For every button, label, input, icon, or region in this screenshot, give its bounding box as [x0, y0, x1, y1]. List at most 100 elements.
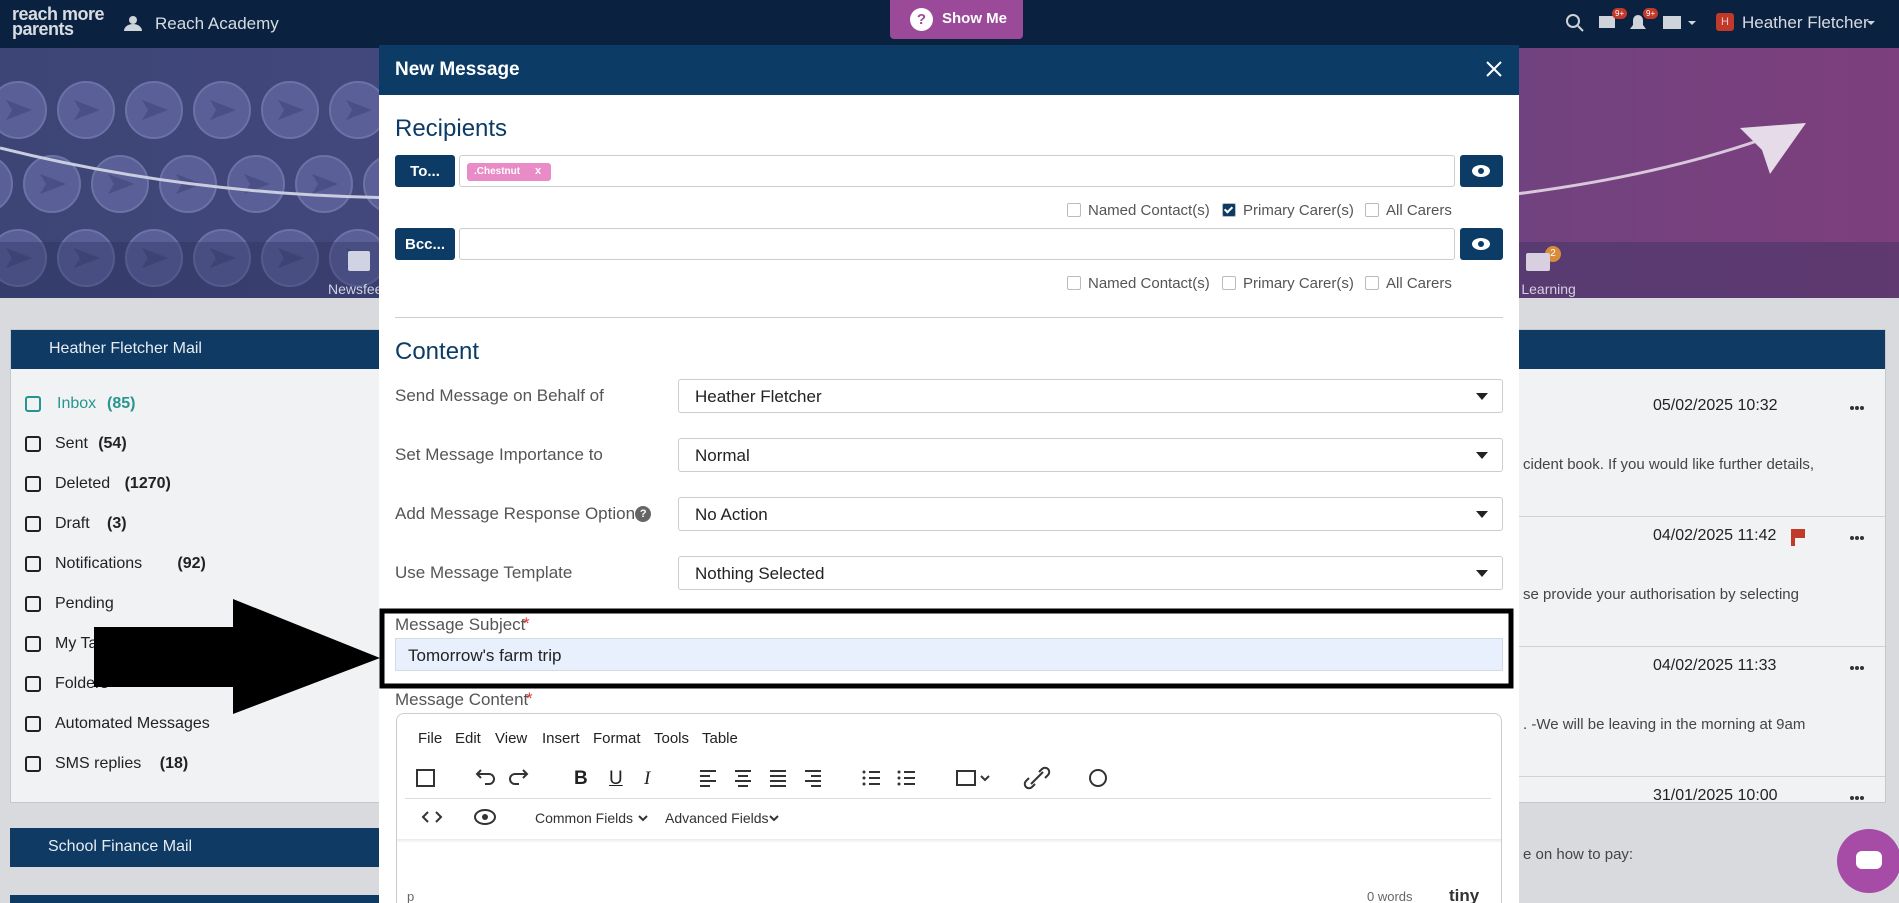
- row-separator: [1501, 776, 1885, 777]
- editor-menu-item[interactable]: View: [495, 730, 528, 747]
- pattern-arrow: [312, 174, 338, 194]
- editor-menu-item[interactable]: Format: [593, 730, 641, 747]
- pattern-arrow: [210, 248, 236, 268]
- message-date[interactable]: 04/02/2025 11:33: [1653, 657, 1777, 674]
- mailbox-item[interactable]: Sent: [55, 435, 88, 452]
- preview-button[interactable]: [1460, 228, 1503, 260]
- message-snippet[interactable]: cident book. If you would like further d…: [1523, 456, 1814, 473]
- mailbox-item[interactable]: Folders: [55, 675, 109, 692]
- editor-menu-item[interactable]: Edit: [455, 730, 481, 747]
- select-caret: [1476, 393, 1488, 400]
- editor-dropdown[interactable]: Advanced Fields: [665, 810, 769, 826]
- preview-button[interactable]: [1460, 155, 1503, 187]
- recipient-button-label: Bcc...: [404, 236, 446, 253]
- editor-menu-item[interactable]: Insert: [542, 730, 580, 747]
- modal-header: [379, 45, 1519, 95]
- checkbox[interactable]: [1222, 203, 1236, 217]
- select-value: Heather Fletcher: [695, 387, 822, 406]
- modal: New Message Recipients To... .Chestnut x Name…: [379, 45, 1519, 903]
- checkbox[interactable]: [1365, 203, 1379, 217]
- editor-menu-item[interactable]: File: [418, 730, 443, 747]
- checkbox[interactable]: [1067, 276, 1081, 290]
- message-flag: [1794, 529, 1805, 538]
- message-date[interactable]: 31/01/2025 10:00: [1653, 787, 1778, 804]
- select-caret: [1476, 511, 1488, 518]
- mailbox-item[interactable]: My Tags: [55, 635, 115, 652]
- more-dot: [1855, 666, 1859, 670]
- subject-input[interactable]: Tomorrow's farm trip: [395, 638, 1503, 671]
- more-dot: [1855, 796, 1859, 800]
- mailbox-item[interactable]: Pending: [55, 595, 114, 612]
- checkbox-label: All Carers: [1386, 202, 1452, 219]
- school-name[interactable]: Reach Academy: [155, 14, 279, 33]
- select-value: Nothing Selected: [695, 564, 825, 583]
- recipient-button[interactable]: Bcc...: [395, 228, 455, 260]
- chip-remove[interactable]: x: [535, 165, 542, 177]
- editor-brand: tiny: [1449, 886, 1480, 903]
- row-separator: [1501, 516, 1885, 517]
- banner-curve: [0, 146, 421, 200]
- message-date[interactable]: 05/02/2025 10:32: [1653, 397, 1778, 414]
- chip-label: .Chestnut: [474, 166, 521, 177]
- pattern-arrow: [108, 174, 134, 194]
- banner-nav-item[interactable]: Newsfeed: [328, 281, 391, 297]
- section-heading: Recipients: [395, 115, 508, 142]
- word-count: 0 words: [1367, 889, 1413, 903]
- checkbox-label: Named Contact(s): [1088, 202, 1210, 219]
- checkbox[interactable]: [1222, 276, 1236, 290]
- pattern-arrow: [6, 100, 32, 120]
- select[interactable]: Heather Fletcher: [678, 379, 1503, 413]
- mailbox-count: (54): [98, 435, 127, 452]
- recipient-button[interactable]: To...: [395, 155, 455, 187]
- select[interactable]: Nothing Selected: [678, 556, 1503, 590]
- chat-button: [1837, 829, 1899, 893]
- mailbox-item[interactable]: Draft: [55, 515, 90, 532]
- user-avatar: H: [1716, 13, 1734, 31]
- show-me-button[interactable]: ? Show Me: [890, 0, 1023, 39]
- more-dot: [1850, 406, 1854, 410]
- user-name[interactable]: Heather Fletcher: [1742, 13, 1869, 32]
- format-button[interactable]: I: [644, 768, 651, 789]
- pattern-arrow: [278, 248, 304, 268]
- mailbox-item[interactable]: Notifications: [55, 555, 143, 572]
- mailbox-icon: [25, 516, 41, 532]
- message-snippet[interactable]: se provide your authorisation by selecti…: [1523, 586, 1799, 603]
- message-date[interactable]: 04/02/2025 11:42: [1653, 527, 1777, 544]
- pattern-circle: [0, 159, 13, 209]
- editor[interactable]: File Edit View Insert Format Tools Table B U I Com…: [396, 713, 1502, 903]
- more-dot: [1855, 536, 1859, 540]
- editor-menu-item[interactable]: Table: [702, 730, 738, 747]
- select[interactable]: No Action: [678, 497, 1503, 531]
- select-caret: [1476, 452, 1488, 459]
- mailbox-item[interactable]: Deleted: [55, 475, 111, 492]
- message-snippet[interactable]: e on how to pay:: [1523, 846, 1634, 863]
- mailbox-item[interactable]: Inbox: [57, 395, 97, 412]
- checkbox[interactable]: [1365, 276, 1379, 290]
- mailbox-item[interactable]: SMS replies: [55, 755, 142, 772]
- mailbox-count: (92): [177, 555, 206, 572]
- mailbox-icon: [25, 596, 41, 612]
- recipient-chip: .Chestnut x: [467, 163, 551, 181]
- mailbox-card: Heather Fletcher Mail Inbox (85) Sent (54) De…: [10, 329, 382, 803]
- editor-dropdown[interactable]: Common Fields: [535, 810, 634, 826]
- format-button[interactable]: B: [574, 768, 588, 789]
- subject-value: Tomorrow's farm trip: [408, 646, 562, 665]
- mailbox-count: (3): [107, 515, 127, 532]
- message-snippet[interactable]: . -We will be leaving in the morning at …: [1523, 716, 1806, 733]
- checkbox[interactable]: [1067, 203, 1081, 217]
- format-button[interactable]: U: [609, 768, 623, 789]
- recipient-input[interactable]: [459, 228, 1455, 260]
- logo-line: parents: [12, 19, 74, 39]
- field-label: Use Message Template: [395, 563, 573, 582]
- select[interactable]: Normal: [678, 438, 1503, 472]
- recipient-input[interactable]: .Chestnut x: [459, 155, 1455, 187]
- pattern-arrow: [142, 100, 168, 120]
- editor-menu-item[interactable]: Tools: [654, 730, 690, 747]
- more-dot: [1855, 406, 1859, 410]
- banner-pattern: [0, 81, 1806, 287]
- mailbox-count: (1270): [124, 475, 171, 492]
- pattern-arrow: [346, 100, 372, 120]
- banner-badge: 2: [1545, 246, 1561, 262]
- pattern-arrow: [40, 174, 66, 194]
- mailbox-item[interactable]: Automated Messages: [55, 715, 210, 732]
